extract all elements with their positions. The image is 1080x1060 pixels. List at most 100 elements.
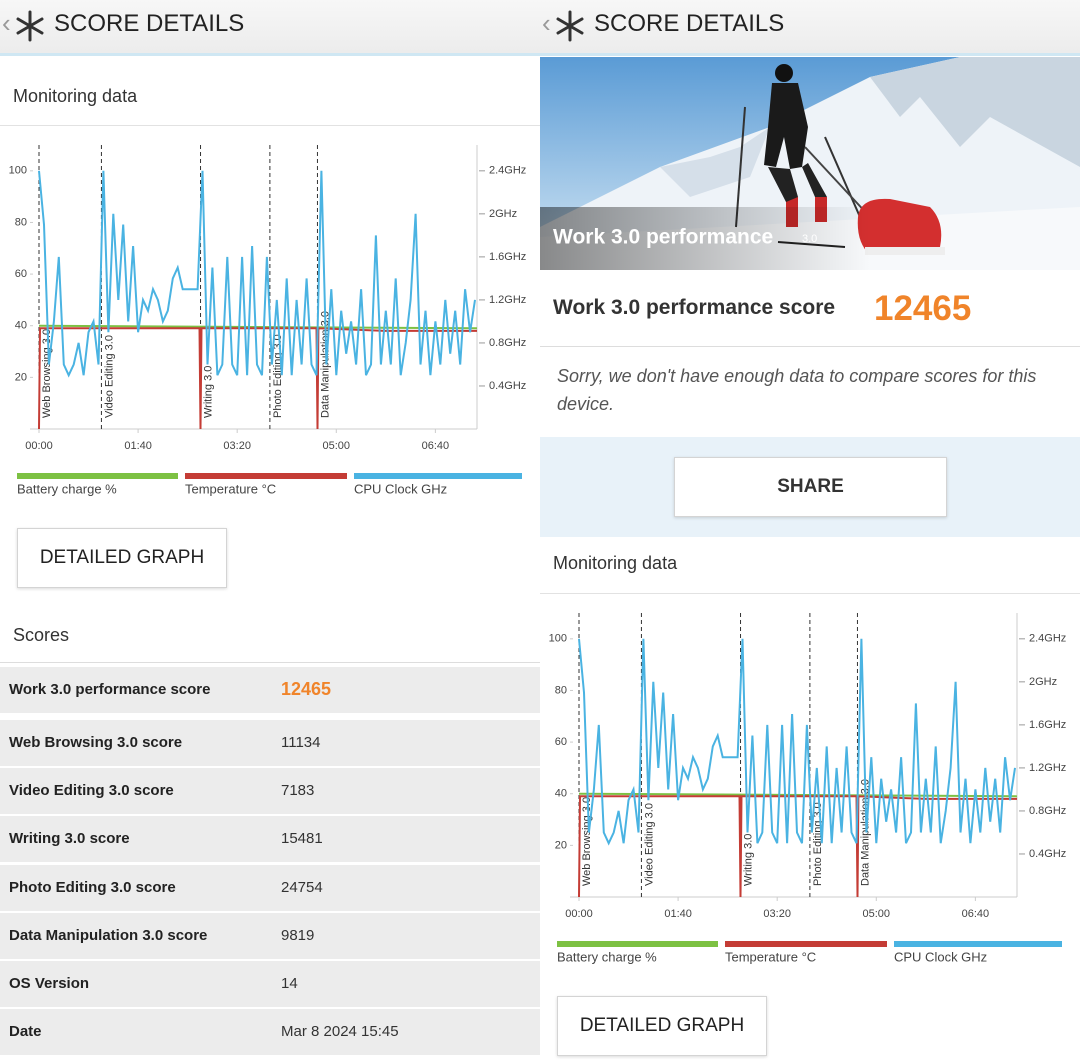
legend-swatch xyxy=(17,473,178,479)
y2-tick-label: 2.4GHz xyxy=(489,165,526,177)
y2-tick-label: 2GHz xyxy=(489,208,517,220)
section-label: Writing 3.0 xyxy=(742,834,754,886)
section-label: Writing 3.0 xyxy=(202,366,214,418)
score-row: Work 3.0 performance score 12465 xyxy=(0,667,540,713)
hero-badge: 3.0 xyxy=(802,233,817,245)
y2-tick-label: 1.6GHz xyxy=(1029,719,1066,731)
legend-label: Temperature °C xyxy=(185,481,276,496)
header: ‹ SCORE DETAILS xyxy=(0,0,540,56)
row-value: 15481 xyxy=(281,830,323,848)
legend-swatch xyxy=(894,941,1062,947)
hero-image: Work 3.0 performance 3.0 xyxy=(540,57,1080,270)
score-row: Web Browsing 3.0 score 11134 xyxy=(0,720,540,766)
y2-tick-label: 0.4GHz xyxy=(1029,848,1066,860)
divider xyxy=(540,346,1080,347)
x-tick-label: 06:40 xyxy=(962,908,990,920)
score-row: Date Mar 8 2024 15:45 xyxy=(0,1009,540,1056)
monitoring-chart: 20 40 60 80 100 0.4GHz 0.8GHz 1.2GHz 1.6GHz 2GHz 2… xyxy=(9,145,526,496)
row-value: 14 xyxy=(281,975,298,992)
y2-tick-label: 2.4GHz xyxy=(1029,633,1066,645)
y-tick-label: 60 xyxy=(15,268,27,280)
row-label: Photo Editing 3.0 score xyxy=(9,878,176,896)
score-row: Writing 3.0 score 15481 xyxy=(0,816,540,863)
row-label: Video Editing 3.0 score xyxy=(9,782,174,800)
y-tick-label: 40 xyxy=(15,320,27,332)
y-tick-label: 20 xyxy=(15,371,27,383)
x-tick-label: 01:40 xyxy=(124,440,152,452)
message: Sorry, we don't have enough data to comp… xyxy=(557,366,1037,414)
row-value: 7183 xyxy=(281,782,315,800)
header: ‹ SCORE DETAILS xyxy=(540,0,1080,56)
section-label: Video Editing 3.0 xyxy=(643,803,655,886)
score-row: Data Manipulation 3.0 score 9819 xyxy=(0,912,540,959)
skier xyxy=(735,64,861,248)
row-label: Date xyxy=(9,1023,42,1041)
y2-tick-label: 0.8GHz xyxy=(1029,805,1066,817)
row-label: Data Manipulation 3.0 score xyxy=(9,926,208,944)
x-tick-label: 00:00 xyxy=(25,440,53,452)
detailed-graph-button[interactable]: DETAILED GRAPH xyxy=(17,528,227,588)
legend-swatch xyxy=(354,473,522,479)
score-label: Work 3.0 performance score xyxy=(553,296,836,319)
x-tick-label: 00:00 xyxy=(565,908,593,920)
y2-tick-label: 1.6GHz xyxy=(489,251,526,263)
snowflake-icon xyxy=(16,10,44,42)
y2-tick-label: 2GHz xyxy=(1029,676,1057,688)
row-label: Writing 3.0 score xyxy=(9,830,130,848)
section-title: Monitoring data xyxy=(553,553,678,573)
y2-tick-label: 0.4GHz xyxy=(489,380,526,392)
y2-tick-label: 1.2GHz xyxy=(489,294,526,306)
x-tick-label: 01:40 xyxy=(664,908,692,920)
legend-label: CPU Clock GHz xyxy=(894,949,987,964)
y2-tick-label: 0.8GHz xyxy=(489,337,526,349)
row-label: Web Browsing 3.0 score xyxy=(9,734,183,751)
legend-label: Battery charge % xyxy=(557,949,657,964)
series-line xyxy=(578,638,1016,846)
divider xyxy=(540,593,1080,594)
x-tick-label: 06:40 xyxy=(422,440,450,452)
share-button[interactable]: SHARE xyxy=(674,457,947,517)
back-icon[interactable]: ‹ xyxy=(542,8,551,38)
row-value: 9819 xyxy=(281,926,315,944)
legend-swatch xyxy=(185,473,347,479)
divider xyxy=(0,662,540,663)
back-icon[interactable]: ‹ xyxy=(2,8,11,38)
scores-title: Scores xyxy=(13,625,70,645)
y-tick-label: 80 xyxy=(555,684,567,696)
header-title: SCORE DETAILS xyxy=(594,10,785,37)
legend-label: CPU Clock GHz xyxy=(354,481,447,496)
row-value: 11134 xyxy=(281,734,321,751)
legend-swatch xyxy=(725,941,887,947)
row-label: OS Version xyxy=(9,975,90,992)
y-tick-label: 20 xyxy=(555,839,567,851)
section-header xyxy=(0,68,540,126)
row-label: Work 3.0 performance score xyxy=(9,681,211,698)
score-value: 12465 xyxy=(874,289,972,328)
y2-tick-label: 1.2GHz xyxy=(1029,762,1066,774)
y-tick-label: 60 xyxy=(555,736,567,748)
x-tick-label: 05:00 xyxy=(863,908,891,920)
snowflake-icon xyxy=(556,10,584,42)
score-row: OS Version 14 xyxy=(0,961,540,1007)
row-value: 12465 xyxy=(281,679,332,699)
section-title: Monitoring data xyxy=(13,86,138,106)
x-tick-label: 03:20 xyxy=(763,908,791,920)
header-title: SCORE DETAILS xyxy=(54,10,245,37)
x-tick-label: 03:20 xyxy=(223,440,251,452)
score-row: Video Editing 3.0 score 7183 xyxy=(0,768,540,815)
y-tick-label: 40 xyxy=(555,788,567,800)
series-line xyxy=(38,170,476,378)
y-tick-label: 80 xyxy=(15,216,27,228)
score-row: Photo Editing 3.0 score 24754 xyxy=(0,864,540,911)
row-value: Mar 8 2024 15:45 xyxy=(281,1023,399,1041)
legend-swatch xyxy=(557,941,718,947)
legend-label: Temperature °C xyxy=(725,949,816,964)
detailed-graph-button[interactable]: DETAILED GRAPH xyxy=(557,996,767,1056)
sled xyxy=(804,146,945,255)
y-tick-label: 100 xyxy=(549,633,567,645)
y-tick-label: 100 xyxy=(9,165,27,177)
section-label: Video Editing 3.0 xyxy=(103,335,115,418)
x-tick-label: 05:00 xyxy=(323,440,351,452)
series-line xyxy=(578,792,1018,798)
